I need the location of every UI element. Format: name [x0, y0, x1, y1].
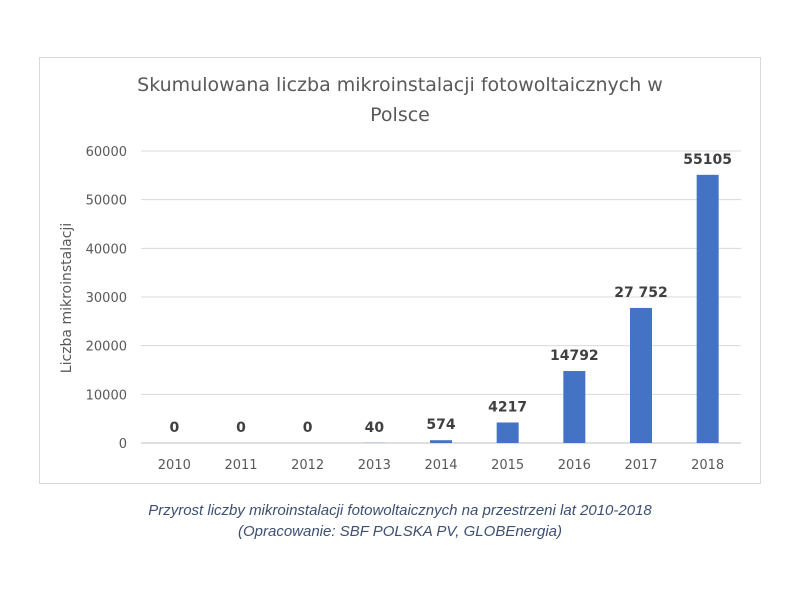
chart-title: Skumulowana liczba mikroinstalacji fotow…: [39, 70, 761, 130]
x-tick-label: 2010: [158, 458, 191, 473]
data-labels: 0 0 0 40 574 4217 14792 27 752 55105: [169, 152, 732, 436]
data-label: 40: [365, 420, 385, 436]
y-axis-ticks: 0 10000 20000 30000 40000 50000 60000: [86, 145, 127, 452]
data-label: 14792: [550, 348, 599, 364]
x-tick-label: 2015: [491, 458, 524, 473]
x-tick-label: 2018: [691, 458, 724, 473]
y-axis-label: Liczba mikroinstalacji: [59, 223, 75, 373]
x-tick-label: 2014: [424, 458, 457, 473]
data-label: 27 752: [614, 285, 668, 301]
data-label: 0: [169, 420, 179, 436]
caption-line-1: Przyrost liczby mikroinstalacji fotowolt…: [148, 502, 652, 519]
chart-title-line-1: Skumulowana liczba mikroinstalacji fotow…: [137, 74, 663, 96]
data-label: 0: [303, 420, 313, 436]
figure-caption: Przyrost liczby mikroinstalacji fotowolt…: [0, 500, 800, 542]
bars: [363, 174, 719, 443]
y-tick-label: 10000: [86, 388, 127, 403]
x-tick-label: 2016: [558, 458, 591, 473]
bar-2016: [563, 371, 586, 443]
chart-title-line-2: Polsce: [370, 104, 430, 126]
x-tick-label: 2011: [224, 458, 257, 473]
y-tick-label: 0: [119, 437, 127, 452]
data-label: 0: [236, 420, 246, 436]
y-tick-label: 30000: [86, 291, 127, 306]
bar-2015: [496, 422, 519, 443]
data-label: 4217: [488, 399, 527, 415]
x-axis-ticks: 2010 2011 2012 2013 2014 2015 2016 2017 2018: [158, 458, 724, 473]
data-label: 55105: [683, 152, 732, 168]
x-tick-label: 2012: [291, 458, 324, 473]
y-tick-label: 40000: [86, 242, 127, 257]
bar-2017: [630, 307, 652, 443]
bar-2018: [696, 174, 719, 443]
x-tick-label: 2017: [624, 458, 657, 473]
x-tick-label: 2013: [358, 458, 391, 473]
data-label: 574: [426, 417, 455, 433]
y-tick-label: 50000: [86, 194, 127, 209]
y-tick-label: 20000: [86, 340, 127, 355]
bar-2014: [430, 440, 452, 443]
caption-line-2: (Opracowanie: SBF POLSKA PV, GLOBEnergia…: [237, 523, 563, 540]
y-tick-label: 60000: [86, 145, 127, 160]
